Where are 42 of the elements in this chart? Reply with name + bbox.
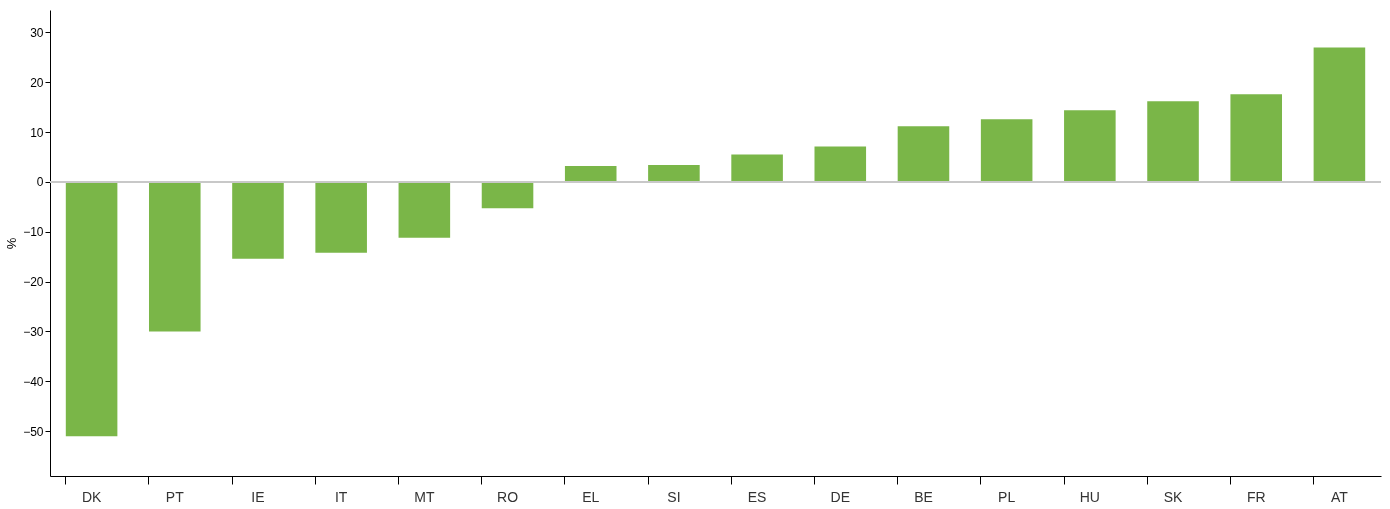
x-tick-label: SI xyxy=(667,488,681,505)
bar xyxy=(1064,110,1116,182)
x-tick-label: EL xyxy=(582,488,600,505)
bar xyxy=(398,181,451,238)
x-tick-label: IT xyxy=(334,488,348,505)
x-tick-label: RO xyxy=(497,488,519,505)
bar xyxy=(980,119,1033,182)
y-axis-title: % xyxy=(4,237,20,250)
bar xyxy=(481,181,534,209)
x-tick-label: AT xyxy=(1330,488,1349,505)
x-tick-label: FR xyxy=(1246,488,1266,505)
bar xyxy=(232,181,284,259)
x-tick-label: BE xyxy=(914,488,933,505)
y-tick-label: −30 xyxy=(23,324,44,339)
x-tick-label: DE xyxy=(830,488,851,505)
bar xyxy=(1230,94,1283,182)
bar xyxy=(315,181,367,253)
y-tick-label: −10 xyxy=(23,225,44,240)
x-tick-label: MT xyxy=(414,488,435,505)
y-tick-label: −20 xyxy=(23,275,44,290)
x-tick-label: ES xyxy=(747,488,767,505)
x-tick-label: DK xyxy=(81,488,102,505)
y-tick-label: 10 xyxy=(30,125,44,140)
bar xyxy=(648,165,700,182)
y-tick-label: 0 xyxy=(36,175,44,190)
x-tick-label: PT xyxy=(165,488,185,505)
x-tick-label: HU xyxy=(1079,488,1100,505)
bar xyxy=(1313,47,1366,182)
bar xyxy=(65,181,118,437)
bar xyxy=(897,126,950,182)
y-tick-label: 20 xyxy=(30,75,44,90)
bar xyxy=(814,146,867,182)
bar xyxy=(564,166,617,182)
x-tick-label: PL xyxy=(998,488,1016,505)
bar xyxy=(731,154,783,182)
bar xyxy=(148,181,201,332)
bar xyxy=(1147,101,1199,182)
y-tick-label: −50 xyxy=(23,424,44,439)
y-tick-label: 30 xyxy=(30,25,44,40)
x-tick-label: SK xyxy=(1163,488,1184,505)
y-tick-label: −40 xyxy=(23,374,44,389)
x-tick-label: IE xyxy=(251,488,265,505)
